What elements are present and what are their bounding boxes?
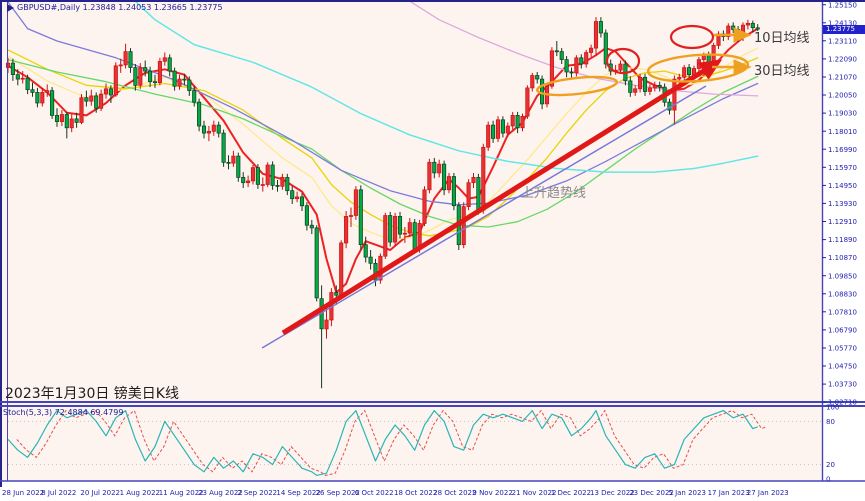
price-tick-label: 1.24130 [828, 19, 857, 27]
stoch-tick-label: 100 [826, 404, 839, 412]
ma10-annotation-label: 10日均线 [754, 31, 810, 46]
price-tick-label: 1.20050 [828, 92, 857, 100]
date-tick-label: 28 Oct 2022 [433, 489, 476, 497]
date-tick-label: 14 Sep 2022 [276, 489, 320, 497]
orange-highlight-ellipse [536, 75, 618, 97]
price-tick-label: 1.09850 [828, 272, 857, 280]
date-tick-label: 8 Jul 2022 [41, 489, 76, 497]
price-tick-label: 1.08830 [828, 290, 857, 298]
ma120-line [7, 2, 759, 206]
date-tick-label: 6 Oct 2022 [355, 489, 394, 497]
price-tick-label: 1.15970 [828, 164, 857, 172]
price-tick-label: 1.14950 [828, 182, 857, 190]
stoch-signal-line [16, 409, 767, 476]
stochastic-label: Stoch(5,3,3) 72.4884 69.4799 [3, 408, 124, 417]
ma250-line [135, 2, 759, 173]
date-tick-label: 20 Jul 2022 [80, 489, 120, 497]
chart-caption: 2023年1月30日 镑美日K线 [5, 386, 179, 402]
stochastic-indicator [7, 409, 822, 476]
date-tick-label: 21 Nov 2022 [512, 489, 557, 497]
price-axis[interactable]: 1.25150 1.24130 1.23110 1.22090 1.21070 1.200… [822, 1, 857, 484]
red-highlight-circle [669, 24, 715, 50]
date-tick-label: 9 Nov 2022 [472, 489, 512, 497]
date-tick-label: 18 Oct 2022 [394, 489, 437, 497]
date-tick-label: 2 Sep 2022 [237, 489, 277, 497]
price-tick-label: 1.02710 [828, 399, 857, 407]
price-tick-label: 1.21070 [828, 74, 857, 82]
date-tick-label: 23 Dec 2022 [629, 489, 674, 497]
date-tick-label: 27 Jan 2023 [747, 489, 789, 497]
date-tick-label: 1 Dec 2022 [551, 489, 591, 497]
moving-average-lines [7, 2, 759, 294]
analyst-drawings[interactable] [261, 24, 752, 349]
candlesticks [5, 17, 760, 389]
price-tick-label: 1.10870 [828, 254, 857, 262]
price-tick-label: 1.05770 [828, 345, 857, 353]
price-tick-label: 1.03730 [828, 381, 857, 389]
price-tick-label: 1.22090 [828, 56, 857, 64]
date-tick-label: 23 Aug 2022 [198, 489, 243, 497]
price-tick-label: 1.19030 [828, 110, 857, 118]
price-tick-label: 1.12910 [828, 218, 857, 226]
price-tick-label: 1.16990 [828, 146, 857, 154]
date-tick-label: 17 Jan 2023 [708, 489, 750, 497]
price-tick-label: 1.11890 [828, 236, 857, 244]
stoch-tick-label: 80 [826, 418, 835, 426]
red-highlight-circle [605, 47, 641, 75]
stoch-main-line [7, 410, 758, 476]
ascending-trendline-arrow [281, 59, 723, 336]
date-tick-label: 28 Jun 2022 [2, 489, 44, 497]
date-tick-label: 11 Aug 2022 [159, 489, 204, 497]
price-tick-label: 1.04750 [828, 363, 857, 371]
chart-frame [0, 0, 865, 487]
secondary-trendline [261, 85, 707, 349]
ma60-line [7, 58, 759, 228]
price-tick-label: 1.13930 [828, 200, 857, 208]
stoch-tick-label: 20 [826, 461, 835, 469]
chart-title: GBPUSD#,Daily 1.23848 1.24053 1.23665 1.… [17, 3, 223, 12]
price-tick-label: 1.18010 [828, 128, 857, 136]
ma30-annotation-label: 30日均线 [754, 64, 810, 79]
current-price-box: 1.23775 [823, 24, 865, 34]
stoch-tick-label: 0 [826, 476, 830, 484]
symbol-icon [7, 4, 14, 12]
date-tick-label: 13 Dec 2022 [590, 489, 635, 497]
date-tick-label: 26 Sep 2022 [316, 489, 360, 497]
price-tick-label: 1.23110 [828, 37, 857, 45]
trendline-annotation-label: 上升趋势线 [521, 186, 587, 201]
price-tick-label: 1.06790 [828, 327, 857, 335]
date-tick-label: 1 Aug 2022 [120, 489, 160, 497]
price-tick-label: 1.25150 [828, 1, 857, 9]
price-tick-label: 1.07810 [828, 308, 857, 316]
date-tick-label: 5 Jan 2023 [668, 489, 706, 497]
